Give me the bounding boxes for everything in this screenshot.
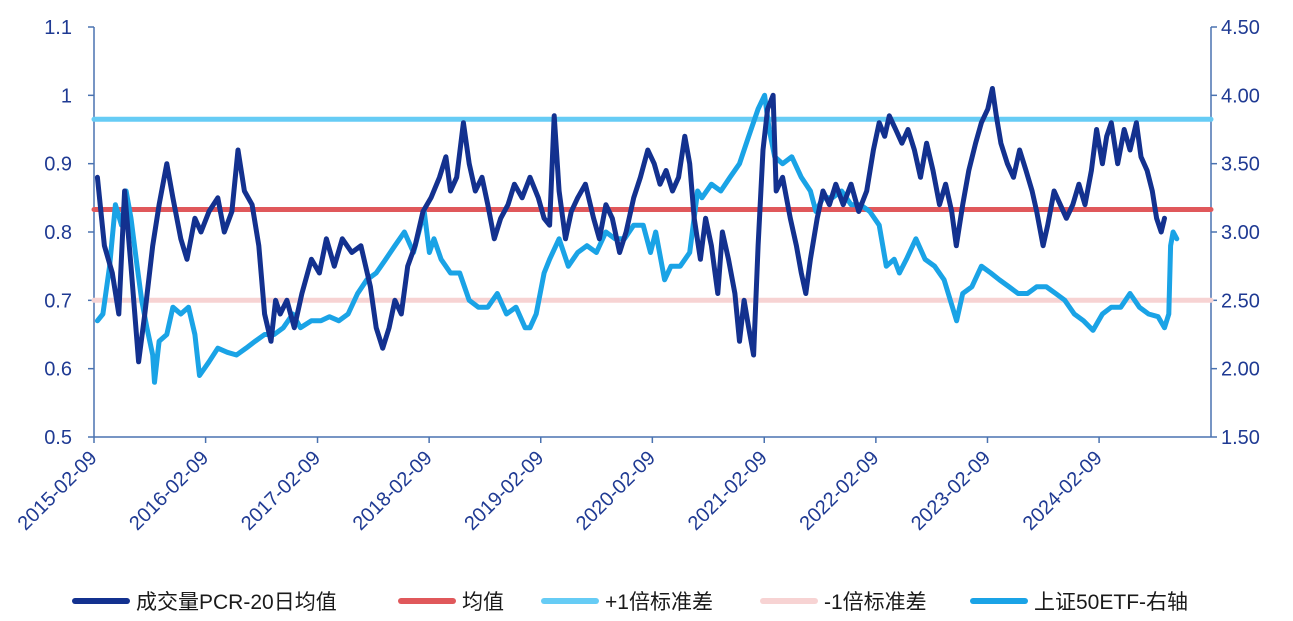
y-right-tick-label: 1.50 [1221, 427, 1260, 449]
y-right-tick-label: 4.00 [1221, 85, 1260, 107]
y-left-tick-label: 0.5 [44, 427, 72, 449]
legend-item: 上证50ETF-右轴 [970, 584, 1188, 618]
y-left-tick-label: 0.8 [44, 222, 72, 244]
legend: 成交量PCR-20日均值 均值 +1倍标准差 -1倍标准差 上证50ETF-右轴 [0, 584, 1293, 618]
legend-label: 上证50ETF-右轴 [1034, 591, 1189, 614]
legend-label: 成交量PCR-20日均值 [136, 591, 337, 614]
x-tick-label: 2023-02-09 [907, 447, 995, 535]
legend-item: 成交量PCR-20日均值 [72, 584, 337, 618]
legend-label: -1倍标准差 [824, 591, 927, 614]
x-tick-label: 2018-02-09 [349, 447, 437, 535]
y-left-tick-label: 1.1 [44, 17, 72, 39]
chart-area: 0.5 0.6 0.7 0.8 0.9 1 1.1 1.50 2.00 2.50 3.00 3.50 4… [14, 17, 1260, 535]
legend-swatch [760, 598, 818, 604]
y-right-tick-label: 4.50 [1221, 17, 1260, 39]
legend-swatch [970, 598, 1028, 604]
y-left-tick-label: 0.9 [44, 154, 72, 176]
y-left-tick-label: 1 [61, 85, 72, 107]
x-tick-label: 2020-02-09 [572, 447, 660, 535]
x-tick-label: 2015-02-09 [14, 447, 102, 535]
y-right-tick-label: 3.50 [1221, 154, 1260, 176]
x-tick-label: 2016-02-09 [125, 447, 213, 535]
legend-label: 均值 [462, 591, 504, 614]
legend-swatch [72, 598, 130, 604]
x-tick-label: 2024-02-09 [1019, 447, 1107, 535]
legend-item: 均值 [398, 584, 504, 618]
x-tick-label: 2022-02-09 [796, 447, 884, 535]
legend-label: +1倍标准差 [605, 591, 713, 614]
x-tick-label: 2019-02-09 [460, 447, 548, 535]
legend-item: -1倍标准差 [760, 584, 927, 618]
y-left-tick-label: 0.7 [44, 290, 72, 312]
legend-swatch [398, 598, 456, 604]
y-right-tick-label: 2.00 [1221, 359, 1260, 381]
legend-item: +1倍标准差 [541, 584, 713, 618]
x-tick-label: 2017-02-09 [237, 447, 325, 535]
legend-swatch [541, 598, 599, 604]
y-right-tick-label: 3.00 [1221, 222, 1260, 244]
y-left-tick-label: 0.6 [44, 359, 72, 381]
series-line-4 [94, 92, 1180, 385]
y-right-tick-label: 2.50 [1221, 290, 1260, 312]
x-tick-label: 2021-02-09 [684, 447, 772, 535]
series-line-0 [94, 86, 1167, 365]
